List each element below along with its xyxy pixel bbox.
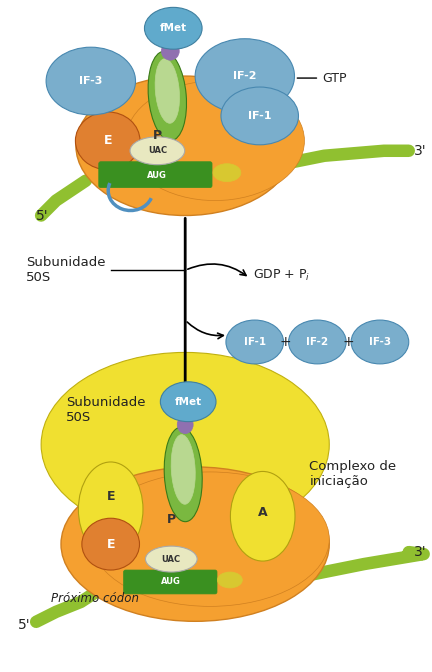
Text: +: + <box>280 335 291 349</box>
Text: A: A <box>258 506 267 519</box>
Text: E: E <box>106 490 115 503</box>
FancyBboxPatch shape <box>99 162 212 187</box>
Text: 3': 3' <box>414 144 426 158</box>
Ellipse shape <box>91 472 329 606</box>
Ellipse shape <box>148 51 187 140</box>
Ellipse shape <box>160 382 216 421</box>
Ellipse shape <box>76 112 140 170</box>
Text: Subunidade
50S: Subunidade 50S <box>26 256 106 284</box>
Ellipse shape <box>76 76 295 216</box>
Ellipse shape <box>41 352 329 537</box>
Ellipse shape <box>171 435 195 504</box>
Ellipse shape <box>164 427 202 521</box>
Text: IF-1: IF-1 <box>248 111 271 121</box>
Ellipse shape <box>289 320 346 364</box>
Ellipse shape <box>221 87 299 144</box>
Text: E: E <box>103 134 112 147</box>
Ellipse shape <box>213 164 241 181</box>
Text: IF-2: IF-2 <box>306 337 328 347</box>
Ellipse shape <box>162 42 179 60</box>
Ellipse shape <box>126 81 305 200</box>
Text: fMet: fMet <box>175 396 202 407</box>
Text: Complexo de
iniciação: Complexo de iniciação <box>309 460 397 489</box>
Text: UAC: UAC <box>162 554 181 564</box>
Text: P: P <box>153 129 162 142</box>
Text: 3': 3' <box>414 545 426 559</box>
Text: AUG: AUG <box>161 577 181 587</box>
Text: IF-3: IF-3 <box>79 76 102 86</box>
Ellipse shape <box>144 7 202 49</box>
Text: Próximo códon: Próximo códon <box>51 593 139 605</box>
Text: GTP: GTP <box>322 72 347 85</box>
Ellipse shape <box>78 462 143 556</box>
Text: 5': 5' <box>18 618 31 632</box>
Text: IF-1: IF-1 <box>244 337 266 347</box>
Text: AUG: AUG <box>147 171 167 180</box>
Text: +: + <box>342 335 354 349</box>
Text: IF-2: IF-2 <box>233 71 257 81</box>
Text: fMet: fMet <box>160 24 187 34</box>
Ellipse shape <box>46 47 136 115</box>
Ellipse shape <box>177 416 193 433</box>
Ellipse shape <box>61 467 329 622</box>
Text: E: E <box>106 538 115 550</box>
Ellipse shape <box>226 320 283 364</box>
Ellipse shape <box>130 137 185 165</box>
Ellipse shape <box>230 472 295 561</box>
Ellipse shape <box>217 572 242 588</box>
Ellipse shape <box>82 518 140 570</box>
Text: 5': 5' <box>36 210 49 224</box>
Ellipse shape <box>155 58 180 123</box>
FancyBboxPatch shape <box>124 570 217 594</box>
Ellipse shape <box>351 320 409 364</box>
Text: UAC: UAC <box>148 146 167 155</box>
Ellipse shape <box>195 39 295 114</box>
Text: Subunidade
50S: Subunidade 50S <box>66 396 146 423</box>
Ellipse shape <box>146 546 197 572</box>
Text: P: P <box>167 513 176 526</box>
Text: IF-3: IF-3 <box>369 337 391 347</box>
Text: GDP + P$_i$: GDP + P$_i$ <box>253 267 310 283</box>
